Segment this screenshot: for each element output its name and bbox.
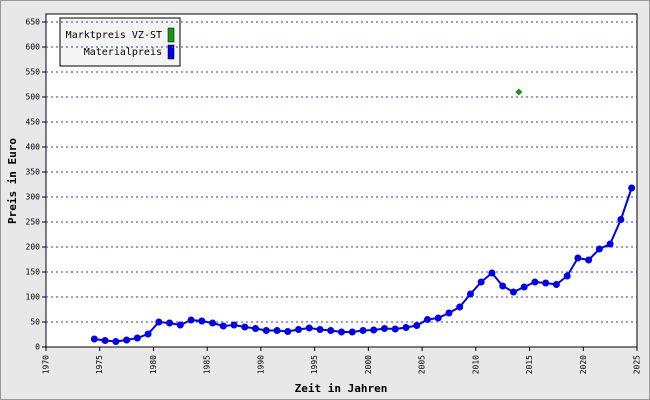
- data-point: [423, 316, 431, 323]
- legend: Marktpreis VZ-ST Materialpreis: [59, 17, 181, 67]
- data-point: [209, 319, 217, 327]
- legend-swatch: [167, 44, 175, 60]
- data-point: [445, 309, 453, 317]
- data-point: [219, 322, 227, 330]
- data-point: [515, 88, 523, 96]
- data-point: [187, 316, 195, 324]
- data-point: [295, 326, 303, 333]
- data-point: [198, 317, 206, 325]
- data-point: [155, 318, 163, 326]
- data-point: [273, 327, 281, 334]
- x-tick-label: 2000: [364, 355, 373, 374]
- x-tick-label: 1980: [149, 355, 158, 374]
- x-tick-label: 2025: [633, 355, 642, 374]
- data-point: [531, 278, 539, 286]
- y-tick-label: 300: [26, 193, 41, 202]
- data-point: [316, 326, 324, 333]
- y-tick-label: 500: [26, 93, 41, 102]
- data-point: [477, 278, 485, 286]
- data-point: [466, 290, 474, 298]
- data-point: [327, 327, 335, 334]
- data-point: [413, 322, 421, 329]
- data-point: [176, 321, 184, 329]
- data-point: [488, 269, 496, 277]
- x-tick-label: 1995: [310, 355, 319, 374]
- y-tick-label: 400: [26, 143, 41, 152]
- data-point: [402, 324, 410, 331]
- data-point: [552, 281, 560, 288]
- data-point: [90, 335, 98, 343]
- data-point: [348, 328, 356, 336]
- y-tick-label: 100: [26, 293, 41, 302]
- data-point: [123, 336, 131, 344]
- data-point: [628, 184, 636, 192]
- y-tick-label: 200: [26, 243, 41, 252]
- data-point: [617, 216, 625, 223]
- x-tick-label: 1985: [203, 355, 212, 374]
- data-point: [606, 240, 614, 248]
- y-tick-label: 600: [26, 43, 41, 52]
- data-point: [252, 325, 260, 332]
- data-point: [391, 325, 399, 333]
- data-point: [262, 327, 270, 334]
- y-tick-label: 350: [26, 168, 41, 177]
- data-point: [101, 337, 109, 344]
- data-point: [434, 314, 442, 322]
- x-tick-label: 1990: [256, 355, 265, 374]
- x-tick-label: 2005: [418, 355, 427, 374]
- y-tick-label: 150: [26, 268, 41, 277]
- data-point: [499, 282, 507, 290]
- x-tick-label: 2010: [471, 355, 480, 374]
- data-point: [370, 326, 378, 334]
- legend-label: Materialpreis: [84, 47, 162, 58]
- data-point: [284, 328, 292, 335]
- data-point: [520, 283, 528, 291]
- y-tick-label: 650: [26, 18, 41, 27]
- data-point: [133, 334, 141, 342]
- y-tick-label: 250: [26, 218, 41, 227]
- y-axis-title: Preis in Euro: [6, 138, 19, 224]
- plot-area: [45, 13, 638, 348]
- data-point: [359, 327, 367, 334]
- data-point: [144, 330, 152, 338]
- y-tick-label: 50: [30, 318, 40, 327]
- data-point: [563, 272, 571, 280]
- data-point: [305, 324, 313, 332]
- data-point: [112, 338, 120, 345]
- data-point: [509, 288, 517, 296]
- x-axis-title: Zeit in Jahren: [295, 382, 388, 395]
- data-point: [380, 325, 388, 332]
- data-point: [166, 319, 174, 327]
- x-tick-label: 2015: [525, 355, 534, 374]
- legend-label: Marktpreis VZ-ST: [66, 30, 162, 41]
- y-tick-label: 550: [26, 68, 41, 77]
- data-point: [574, 254, 582, 262]
- legend-swatch: [167, 27, 175, 43]
- data-point: [585, 256, 593, 264]
- data-point: [338, 328, 345, 336]
- legend-box: [59, 17, 181, 67]
- data-point: [542, 279, 550, 287]
- x-tick-label: 2020: [579, 355, 588, 374]
- y-tick-label: 0: [35, 343, 40, 352]
- data-point: [595, 245, 603, 253]
- data-point: [230, 321, 238, 329]
- y-tick-label: 450: [26, 118, 41, 127]
- data-point: [456, 303, 464, 311]
- x-tick-label: 1970: [42, 355, 51, 374]
- x-tick-label: 1975: [95, 355, 104, 374]
- data-point: [241, 323, 249, 331]
